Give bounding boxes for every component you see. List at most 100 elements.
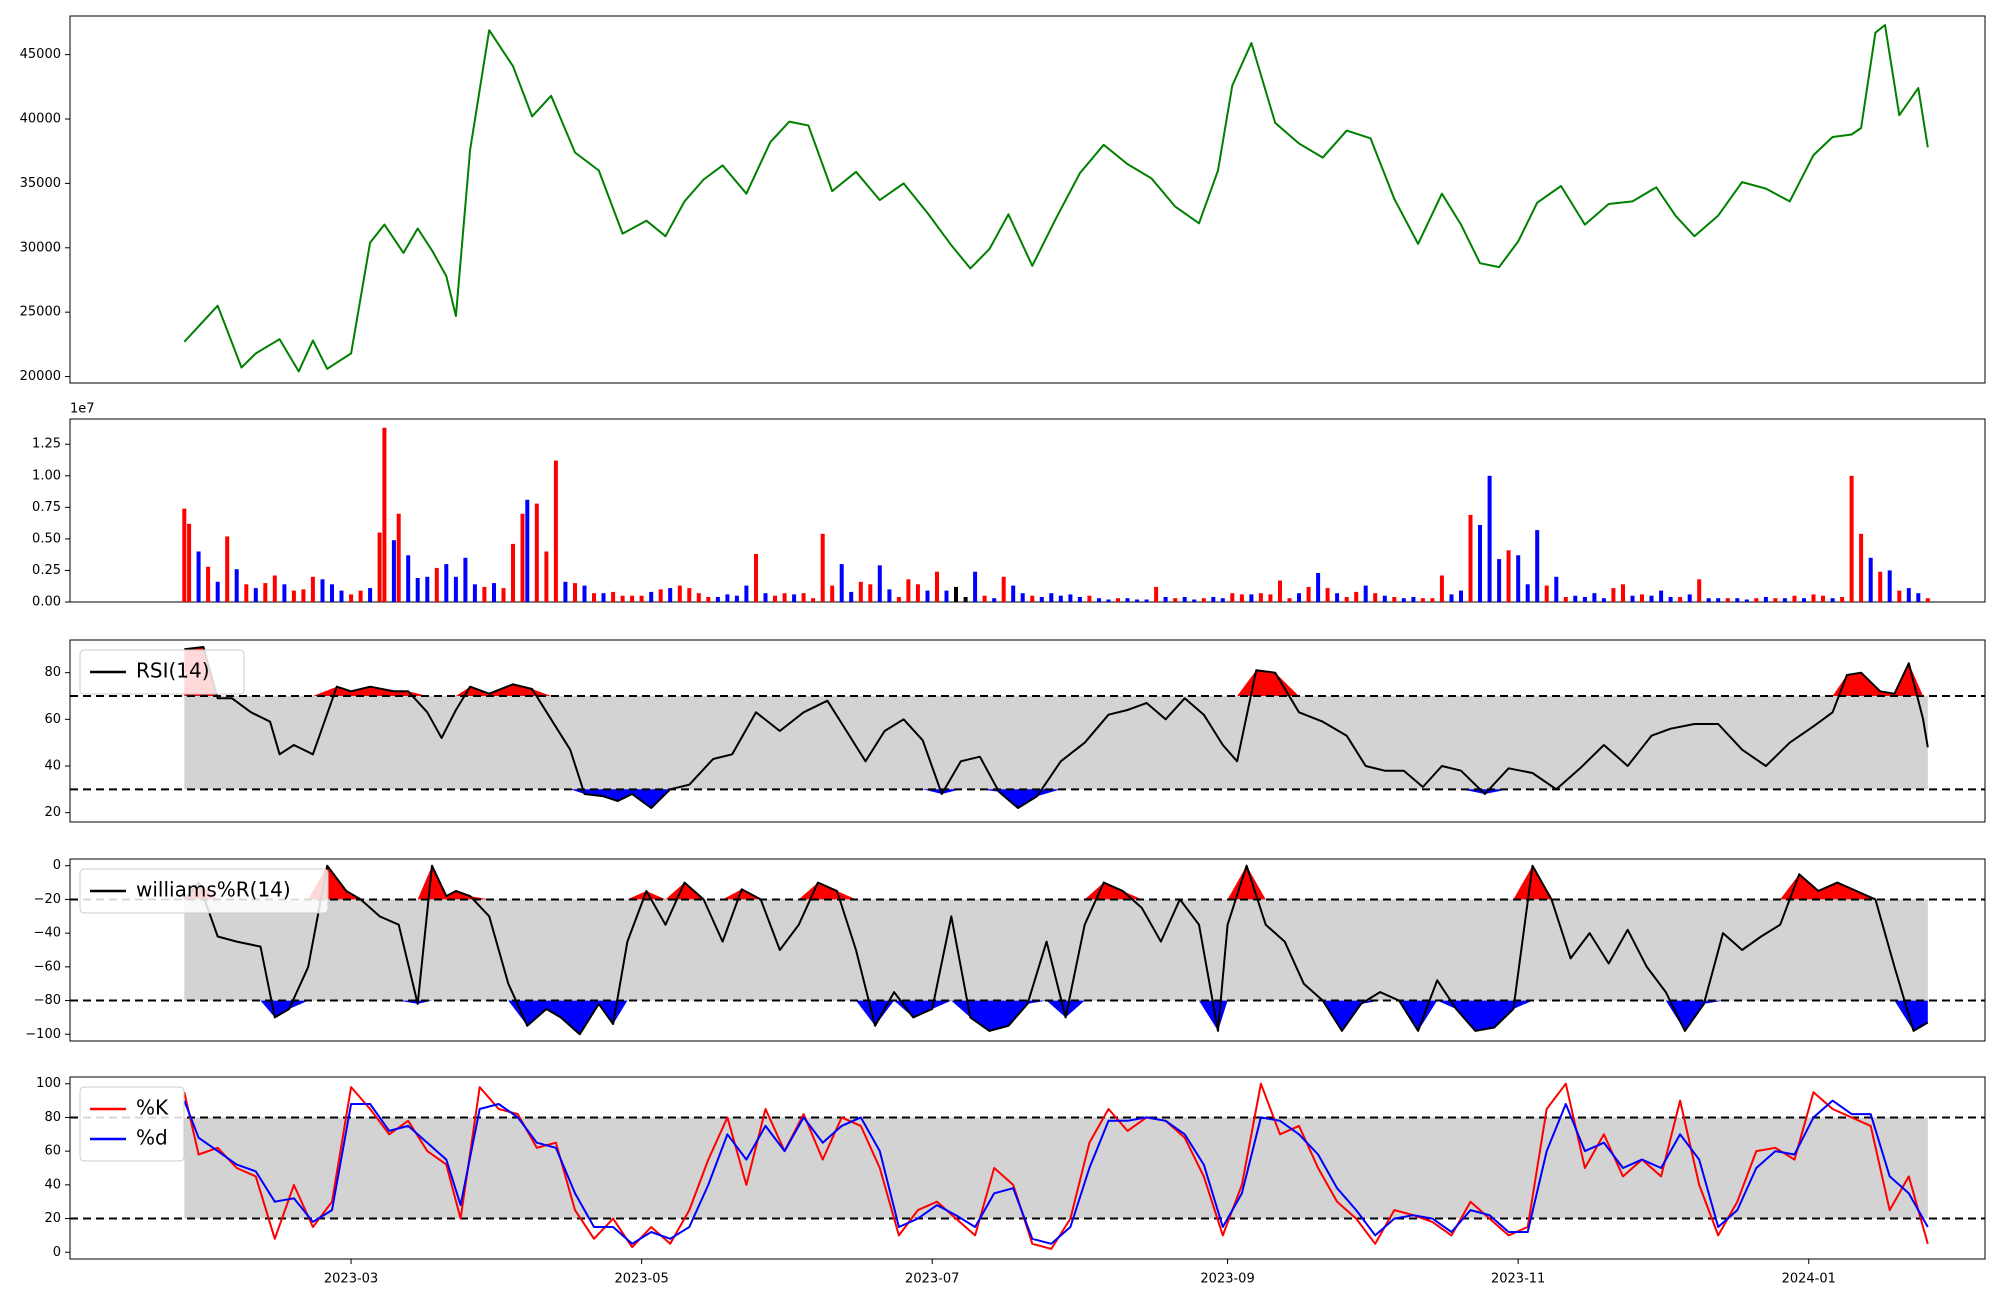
- volume-bar: [1697, 579, 1702, 602]
- volume-bar: [1297, 593, 1301, 602]
- volume-bar: [1363, 585, 1368, 602]
- volume-bar: [620, 595, 625, 602]
- volume-bar: [1220, 598, 1225, 602]
- volume-bar: [320, 579, 325, 602]
- volume-bar: [1621, 584, 1625, 602]
- volume-bar: [244, 584, 249, 602]
- volume-bar: [444, 564, 449, 602]
- stochastic-axes-frame: [69, 1076, 1986, 1260]
- volume-bar: [1306, 586, 1311, 602]
- price-axes-frame: [69, 15, 1986, 384]
- price-y-tick-label: 45000: [20, 47, 61, 62]
- volume-bar: [830, 585, 835, 602]
- volume-bar: [592, 593, 596, 602]
- volume-bar: [1182, 597, 1187, 602]
- volume-bar: [1268, 594, 1273, 602]
- volume-bar: [544, 551, 549, 602]
- volume-bar: [520, 513, 525, 602]
- volume-bar: [1354, 591, 1359, 602]
- volume-bar: [1106, 599, 1111, 602]
- rsi-y-tick-label: 40: [44, 759, 61, 774]
- volume-bar: [954, 586, 958, 602]
- volume-bar: [734, 595, 739, 602]
- volume-bar: [1239, 594, 1244, 602]
- volume-y-tick-label: 0.00: [32, 595, 61, 610]
- volume-bar: [763, 593, 768, 602]
- volume-bar: [1725, 598, 1730, 602]
- stochastic-y-tick-label: 0: [53, 1245, 61, 1260]
- volume-bar: [1611, 588, 1616, 602]
- volume-bar: [1659, 590, 1664, 602]
- stochastic-y-tick-label: 100: [36, 1076, 61, 1091]
- volume-bar: [792, 594, 797, 602]
- volume-bar: [1868, 557, 1873, 602]
- volume-bar: [1773, 598, 1778, 602]
- volume-bar: [1735, 598, 1740, 602]
- stochastic-series-pct-d: [183, 1099, 1929, 1245]
- volume-bar: [225, 536, 230, 602]
- volume-bar: [1287, 598, 1292, 602]
- volume-bar: [877, 565, 882, 602]
- volume-bar: [858, 581, 863, 602]
- stochastic-y-tick-label: 20: [44, 1211, 61, 1226]
- volume-bar: [906, 579, 911, 602]
- volume-y-tick-label: 0.75: [32, 500, 61, 515]
- volume-bar: [501, 588, 506, 602]
- volume-bar: [415, 578, 420, 602]
- volume-bar: [563, 581, 568, 602]
- price-y-tick-label: 25000: [20, 305, 61, 320]
- volume-bar: [1068, 594, 1073, 602]
- volume-bar: [1049, 593, 1054, 602]
- volume-bar: [1258, 593, 1263, 602]
- williams-y-tick-label: −20: [34, 892, 61, 907]
- williams-legend-label: williams%R(14): [136, 878, 291, 902]
- volume-bar: [1459, 590, 1463, 602]
- volume-bar: [234, 569, 239, 602]
- volume-bar: [982, 595, 987, 602]
- volume-axes-frame: [69, 418, 1986, 603]
- volume-bar: [782, 593, 787, 602]
- volume-bar: [215, 581, 220, 602]
- rsi-overbought-fill: [184, 647, 1928, 696]
- volume-bar: [1144, 599, 1149, 602]
- volume-bar: [1592, 593, 1597, 602]
- price-y-tick-label: 35000: [20, 176, 61, 191]
- volume-bar: [339, 590, 344, 602]
- rsi-legend-box: [79, 649, 245, 695]
- volume-bar: [1487, 475, 1492, 602]
- williams-y-tick-label: −100: [25, 1027, 61, 1042]
- volume-bar: [1373, 593, 1378, 602]
- volume-bar: [1706, 598, 1711, 602]
- volume-bar: [1668, 597, 1673, 602]
- rsi-line: [184, 646, 1929, 809]
- price-y-tick-label: 40000: [20, 112, 61, 127]
- price-line: [183, 24, 1929, 373]
- volume-bar: [253, 588, 258, 602]
- williams-neutral-band: [184, 899, 1928, 1001]
- williams-y-tick-label: −40: [34, 926, 61, 941]
- volume-bar: [301, 589, 306, 602]
- volume-bar: [849, 591, 854, 602]
- volume-bar: [1001, 576, 1006, 602]
- x-tick-label: 2023-05: [614, 1272, 668, 1287]
- volume-y-tick-label: 0.50: [32, 531, 61, 546]
- volume-bar: [1573, 595, 1578, 602]
- volume-bar: [1535, 530, 1540, 602]
- volume-bar: [696, 593, 701, 602]
- volume-bar: [582, 585, 587, 602]
- volume-bar: [553, 460, 558, 602]
- volume-bar: [206, 566, 211, 602]
- volume-bar: [1687, 594, 1692, 602]
- volume-bar: [1906, 588, 1911, 602]
- volume-bar: [1249, 594, 1254, 602]
- rsi-neutral-band: [184, 696, 1928, 790]
- volume-bar: [573, 583, 577, 602]
- williams-y-tick-label: −60: [34, 959, 61, 974]
- volume-bar: [1020, 593, 1025, 602]
- volume-bar: [1154, 586, 1159, 602]
- volume-bar: [1563, 597, 1568, 602]
- volume-bar: [368, 588, 373, 602]
- volume-bar: [1897, 590, 1902, 602]
- volume-bar: [1211, 597, 1216, 602]
